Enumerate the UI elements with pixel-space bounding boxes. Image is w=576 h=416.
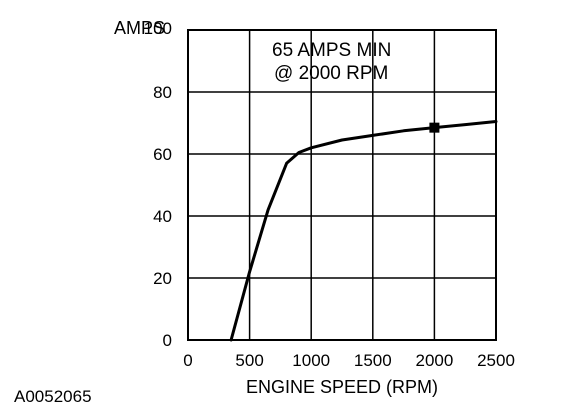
annotation-line-2: @ 2000 RPM — [274, 63, 388, 84]
plot-frame — [187, 29, 497, 341]
x-tick-label: 0 — [183, 351, 192, 370]
x-tick-label: 1500 — [354, 351, 392, 370]
output-curve-0 — [229, 120, 498, 342]
y-tick-label: 40 — [153, 207, 172, 226]
y-axis-label: AMPS — [114, 18, 165, 38]
y-tick-label: 100 — [144, 19, 172, 38]
x-tick-label: 500 — [235, 351, 263, 370]
y-tick-label: 0 — [163, 331, 172, 350]
y-tick-label: 80 — [153, 83, 172, 102]
curve-layer — [229, 120, 498, 342]
figure-id: A0052065 — [14, 387, 92, 406]
y-tick-label: 60 — [153, 145, 172, 164]
y-tick-label: 20 — [153, 269, 172, 288]
x-tick-label: 1000 — [292, 351, 330, 370]
x-axis-label: ENGINE SPEED (RPM) — [246, 377, 438, 397]
tick-labels: 0 500 1000 1500 2000 2500 0 20 40 60 80 100 — [144, 19, 515, 370]
annotation-line-1: 65 AMPS MIN — [272, 40, 391, 61]
x-tick-label: 2000 — [415, 351, 453, 370]
grid — [188, 30, 496, 340]
rating-point-marker — [429, 122, 440, 133]
x-tick-label: 2500 — [477, 351, 515, 370]
